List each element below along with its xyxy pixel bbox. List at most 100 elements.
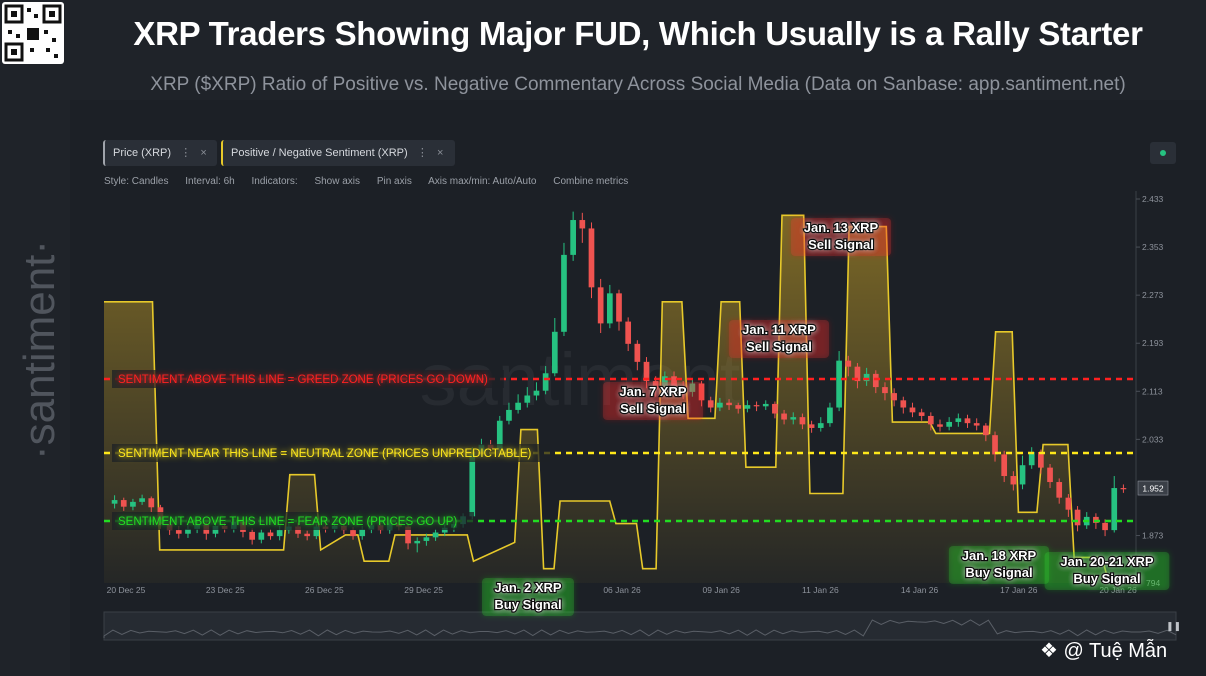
price-candle — [597, 287, 604, 324]
annotation-glow-bg — [948, 546, 1050, 584]
price-candle — [781, 413, 787, 420]
price-candle — [836, 360, 842, 408]
annotation-signal: Buy Signal — [965, 565, 1032, 580]
price-candle — [946, 421, 953, 427]
y-tick-label: 1.873 — [1142, 531, 1164, 541]
close-icon[interactable]: × — [437, 147, 444, 159]
zone-label-bg — [112, 444, 550, 462]
pin-axis-toggle[interactable]: Pin axis — [376, 176, 412, 187]
price-candle — [845, 360, 852, 367]
price-candle — [937, 424, 943, 427]
price-candle — [964, 418, 971, 424]
price-candle — [1010, 476, 1017, 485]
annotation-glow-bg — [1044, 552, 1170, 590]
annotation-title: Jan. 7 XRP — [619, 384, 687, 399]
metric-chip-sentiment[interactable]: Positive / Negative Sentiment (XRP) ⋮ × — [221, 140, 455, 166]
x-tick-label: 11 Jan 26 — [802, 585, 839, 595]
price-candle — [983, 425, 989, 436]
zone-label-neutral: SENTIMENT NEAR THIS LINE = NEUTRAL ZONE … — [118, 448, 531, 460]
price-candle — [753, 405, 760, 407]
price-candle — [432, 532, 439, 538]
y-tick-label: 2.353 — [1142, 242, 1164, 252]
price-candle — [1001, 454, 1008, 477]
style-dropdown[interactable]: Style: Candles — [104, 176, 169, 187]
navigator-strip — [103, 611, 1177, 641]
price-candle — [762, 403, 769, 407]
price-candle — [744, 405, 751, 409]
price-candle — [606, 293, 613, 324]
price-candle — [441, 527, 448, 533]
status-indicator-button[interactable] — [1150, 142, 1176, 164]
price-candle — [295, 526, 301, 534]
price-candle — [423, 537, 430, 541]
axis-mode-dropdown[interactable]: Axis max/min: Auto/Auto — [428, 176, 537, 187]
annotation-title: Jan. 2 XRP — [494, 580, 562, 595]
metric-chip-price[interactable]: Price (XRP) ⋮ × — [103, 140, 217, 166]
metric-chip-label: Positive / Negative Sentiment (XRP) — [231, 147, 408, 159]
y-tick-label: 2.433 — [1142, 194, 1164, 204]
chart-toolbar: Style: Candles Interval: 6h Indicators: … — [104, 174, 642, 190]
price-candle — [707, 400, 714, 408]
more-icon[interactable]: ⋮ — [410, 147, 434, 159]
price-candle — [588, 228, 595, 288]
show-axis-toggle[interactable]: Show axis — [314, 176, 361, 187]
x-tick-label: 20 Dec 25 — [107, 585, 146, 595]
combine-metrics-button[interactable]: Combine metrics — [553, 176, 629, 187]
price-candle — [854, 366, 861, 382]
annotation-glow-bg — [728, 320, 830, 358]
x-tick-label: 06 Jan 26 — [603, 585, 641, 595]
price-candle — [927, 415, 934, 425]
x-tick-label: 29 Dec 25 — [404, 585, 443, 595]
price-candle — [863, 373, 870, 382]
price-candle — [1028, 451, 1035, 466]
price-candle — [570, 220, 576, 255]
price-candle — [909, 407, 916, 413]
signal-annotation-buy: Jan. 18 XRP Buy Signal — [948, 546, 1050, 584]
interval-dropdown[interactable]: Interval: 6h — [185, 176, 235, 187]
price-candle — [249, 531, 255, 540]
price-candle — [643, 361, 650, 382]
annotation-signal: Sell Signal — [620, 401, 686, 416]
price-candle — [313, 526, 320, 537]
signal-annotation-sell: Jan. 11 XRP Sell Signal — [728, 320, 830, 358]
zone-label-bg — [112, 370, 504, 388]
current-price-badge — [1137, 480, 1169, 496]
author-watermark: ❖ @ Tuệ Mẫn — [1040, 636, 1167, 666]
price-candle — [304, 533, 311, 537]
price-candle — [579, 220, 586, 229]
status-dot-icon — [1160, 150, 1166, 156]
price-candle — [717, 402, 723, 408]
annotation-signal: Buy Signal — [494, 597, 561, 612]
price-candle — [1047, 467, 1053, 483]
price-candle — [359, 529, 366, 537]
price-candle — [634, 343, 641, 362]
pause-icon: ❚❚ — [1166, 622, 1181, 632]
sentiment-line — [104, 214, 1136, 581]
y-tick-label: 2.273 — [1142, 290, 1164, 300]
price-candle — [955, 418, 962, 422]
price-candle — [469, 451, 476, 517]
price-candle — [542, 373, 549, 391]
x-tick-label: 23 Dec 25 — [206, 585, 245, 595]
more-icon[interactable]: ⋮ — [174, 147, 198, 159]
price-candle — [891, 393, 897, 401]
price-candle — [772, 403, 778, 414]
price-candle — [1074, 509, 1081, 526]
zone-label-greed: SENTIMENT ABOVE THIS LINE = GREED ZONE (… — [118, 374, 488, 386]
price-candle — [790, 417, 797, 420]
price-candle — [616, 293, 622, 322]
price-candle — [872, 373, 879, 388]
annotation-title: Jan. 13 XRP — [804, 220, 879, 235]
price-candle — [414, 540, 421, 544]
indicators-dropdown[interactable]: Indicators: — [251, 176, 298, 187]
price-candle — [267, 532, 274, 537]
close-icon[interactable]: × — [200, 147, 207, 159]
price-candle — [808, 424, 815, 428]
price-candle — [148, 498, 155, 508]
x-tick-label: 09 Jan 26 — [703, 585, 741, 595]
price-candle — [515, 402, 521, 410]
x-tick-label: 26 Dec 25 — [305, 585, 344, 595]
price-candle — [139, 498, 145, 502]
price-candle — [506, 409, 512, 421]
